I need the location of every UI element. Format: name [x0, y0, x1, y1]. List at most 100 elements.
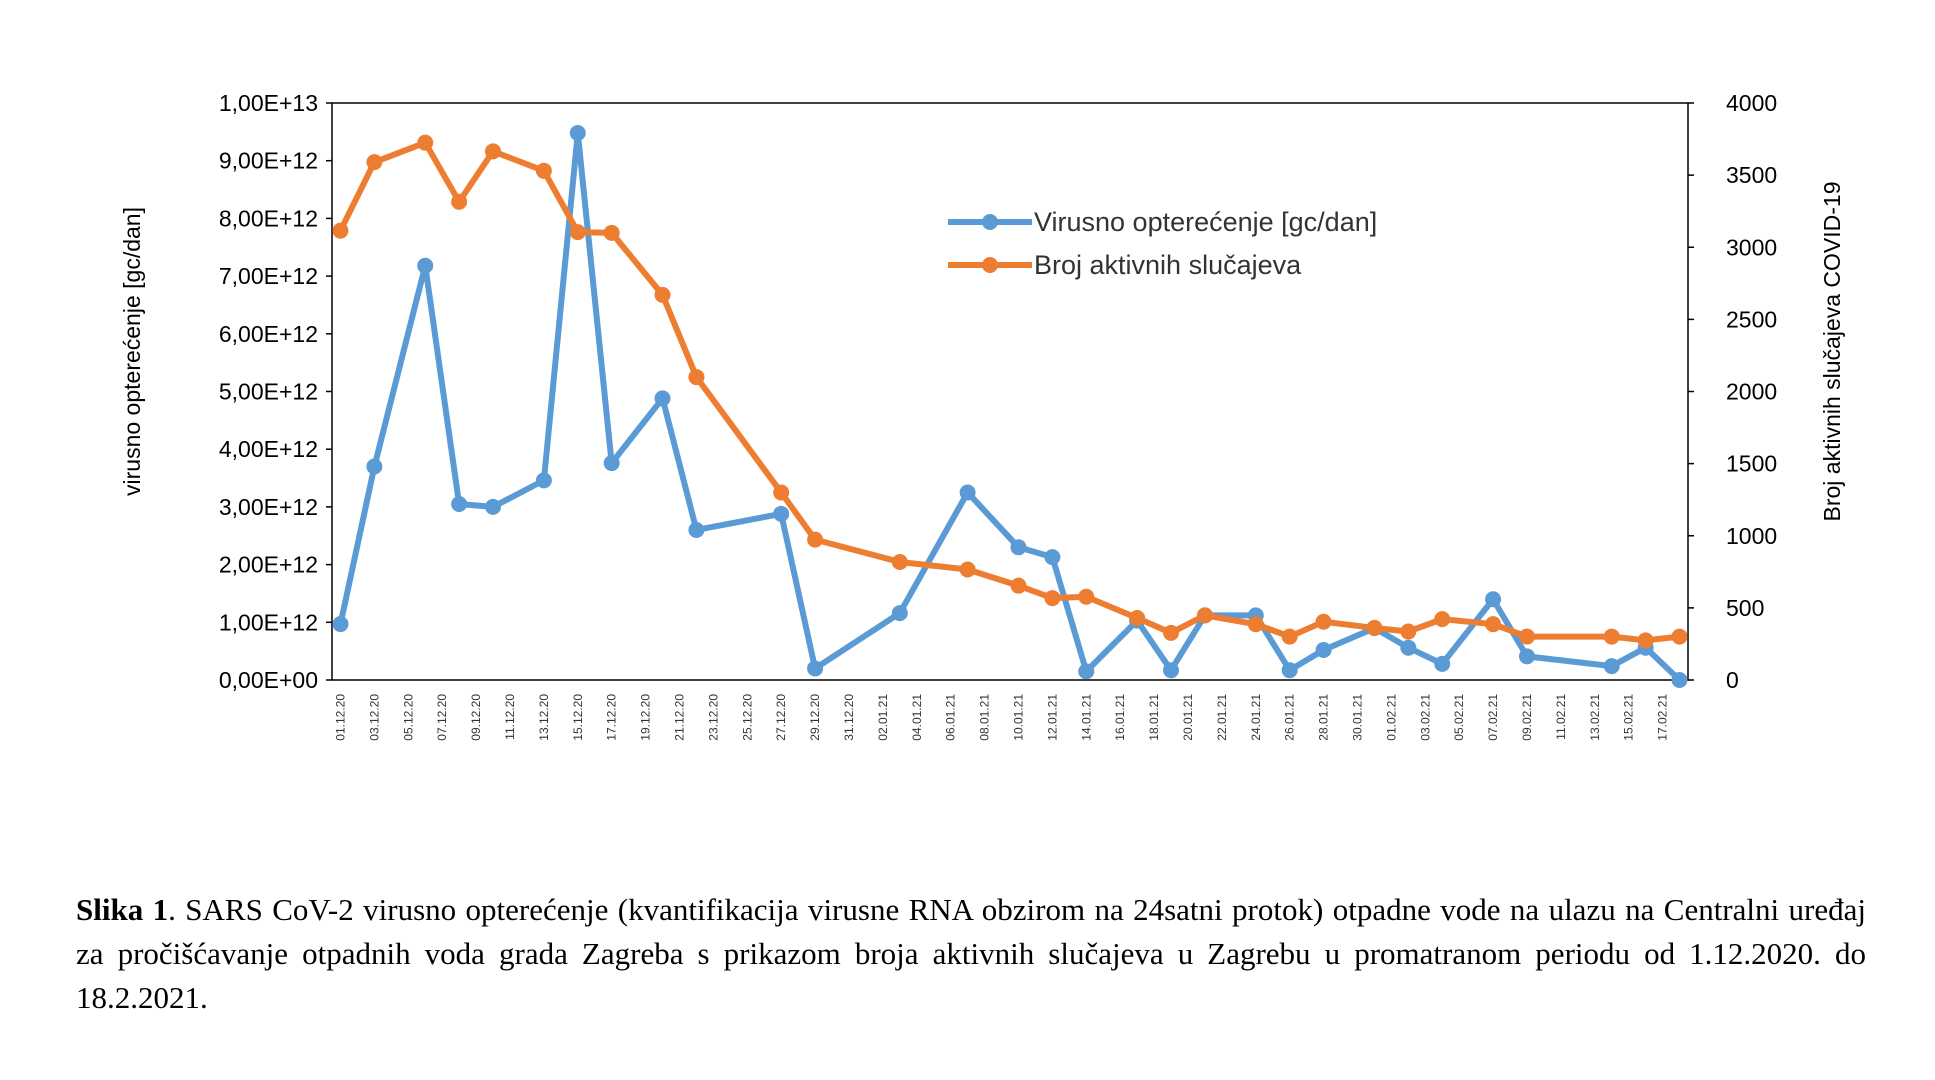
x-tick-label: 22.01.21	[1215, 694, 1229, 741]
y2-tick-label: 2500	[1726, 306, 1777, 332]
legend-label: Broj aktivnih slučajeva	[1034, 250, 1302, 280]
data-point	[366, 154, 383, 171]
data-point	[1671, 672, 1688, 688]
data-point	[959, 561, 976, 578]
data-point	[1518, 628, 1535, 645]
series-line-viral-load	[337, 130, 1682, 683]
x-tick-label: 28.01.21	[1317, 694, 1331, 741]
x-tick-label: 21.12.20	[672, 694, 686, 741]
data-point	[1366, 619, 1383, 636]
figure-caption: Slika 1. SARS CoV-2 virusno opterećenje …	[76, 888, 1866, 1020]
x-tick-label: 27.12.20	[774, 694, 788, 741]
x-tick-label: 23.12.20	[706, 694, 720, 741]
caption-text: . SARS CoV-2 virusno opterećenje (kvanti…	[76, 892, 1866, 1015]
y2-tick-label: 3000	[1726, 234, 1777, 260]
legend-marker	[982, 257, 998, 273]
data-point	[688, 521, 705, 538]
data-point	[535, 472, 552, 489]
x-tick-label: 06.01.21	[944, 694, 958, 741]
data-point	[451, 193, 468, 210]
y-tick-label: 6,00E+12	[219, 321, 318, 347]
y2-tick-label: 3500	[1726, 162, 1777, 188]
y-tick-label: 9,00E+12	[219, 148, 318, 174]
data-point	[1163, 624, 1180, 641]
caption-label: Slika 1	[76, 892, 169, 927]
x-tick-label: 08.01.21	[978, 694, 992, 741]
data-point	[1281, 628, 1298, 645]
y2-tick-label: 2000	[1726, 379, 1777, 405]
data-point	[688, 369, 705, 386]
x-tick-label: 01.02.21	[1384, 694, 1398, 741]
series-line-active-cases	[337, 139, 1680, 644]
data-point	[1518, 648, 1535, 665]
x-tick-label: 17.02.21	[1656, 694, 1670, 741]
data-point	[773, 484, 790, 501]
data-point	[485, 143, 502, 160]
y-tick-label: 5,00E+12	[219, 379, 318, 405]
data-point	[535, 162, 552, 179]
data-point	[332, 616, 349, 633]
data-point	[1434, 611, 1451, 628]
x-tick-label: 10.01.21	[1011, 694, 1025, 741]
data-point	[1163, 662, 1180, 679]
y-tick-label: 1,00E+12	[219, 609, 318, 635]
y2-axis-label: Broj aktivnih slučajeva COVID-19	[1819, 181, 1845, 521]
x-tick-label: 03.12.20	[367, 694, 381, 741]
data-point	[366, 458, 383, 475]
y-tick-label: 0,00E+00	[219, 667, 318, 693]
data-point	[1400, 639, 1417, 656]
data-point	[773, 505, 790, 522]
x-tick-label: 30.01.21	[1350, 694, 1364, 741]
data-point	[1078, 588, 1095, 605]
data-point	[485, 498, 502, 515]
y-tick-label: 8,00E+12	[219, 205, 318, 231]
data-point	[1281, 662, 1298, 679]
x-tick-label: 11.02.21	[1554, 694, 1568, 740]
x-tick-label: 20.01.21	[1181, 694, 1195, 741]
data-point	[417, 134, 434, 151]
x-tick-label: 02.01.21	[876, 694, 890, 741]
x-tick-label: 07.12.20	[435, 694, 449, 741]
legend-label: Virusno opterećenje [gc/dan]	[1034, 207, 1377, 237]
data-point	[1485, 616, 1502, 633]
y-tick-label: 4,00E+12	[219, 436, 318, 462]
data-point	[332, 222, 349, 239]
x-tick-label: 05.02.21	[1452, 694, 1466, 741]
x-tick-label: 31.12.20	[842, 694, 856, 741]
x-tick-label: 11.12.20	[503, 694, 517, 740]
x-tick-label: 15.12.20	[571, 694, 585, 741]
data-point	[569, 224, 586, 241]
y2-tick-label: 1000	[1726, 523, 1777, 549]
x-tick-label: 15.02.21	[1622, 694, 1636, 741]
data-point	[654, 390, 671, 407]
data-point	[891, 554, 908, 571]
x-tick-label: 16.01.21	[1113, 694, 1127, 741]
x-tick-label: 17.12.20	[605, 694, 619, 741]
y-tick-label: 2,00E+12	[219, 552, 318, 578]
x-tick-label: 29.12.20	[808, 694, 822, 741]
data-point	[1434, 655, 1451, 672]
y-tick-label: 1,00E+13	[219, 90, 318, 116]
data-point	[417, 257, 434, 274]
x-tick-label: 19.12.20	[639, 694, 653, 741]
x-tick-label: 01.12.20	[333, 694, 347, 741]
x-tick-label: 04.01.21	[910, 694, 924, 741]
data-point	[1400, 623, 1417, 640]
x-tick-label: 14.01.21	[1079, 694, 1093, 741]
y2-tick-label: 500	[1726, 595, 1764, 621]
data-point	[1010, 577, 1027, 594]
data-point	[1485, 591, 1502, 608]
x-tick-label: 26.01.21	[1283, 694, 1297, 741]
data-point	[1315, 613, 1332, 630]
data-point	[1129, 609, 1146, 626]
y-axis-label: virusno opterećenje [gc/dan]	[119, 207, 145, 496]
data-point	[654, 286, 671, 303]
x-tick-label: 09.02.21	[1520, 694, 1534, 741]
data-point	[807, 531, 824, 548]
x-tick-label: 25.12.20	[740, 694, 754, 741]
data-point	[1010, 539, 1027, 556]
data-point	[1603, 658, 1620, 675]
x-tick-label: 18.01.21	[1147, 694, 1161, 741]
data-point	[603, 455, 620, 472]
x-tick-label: 12.01.21	[1045, 694, 1059, 741]
